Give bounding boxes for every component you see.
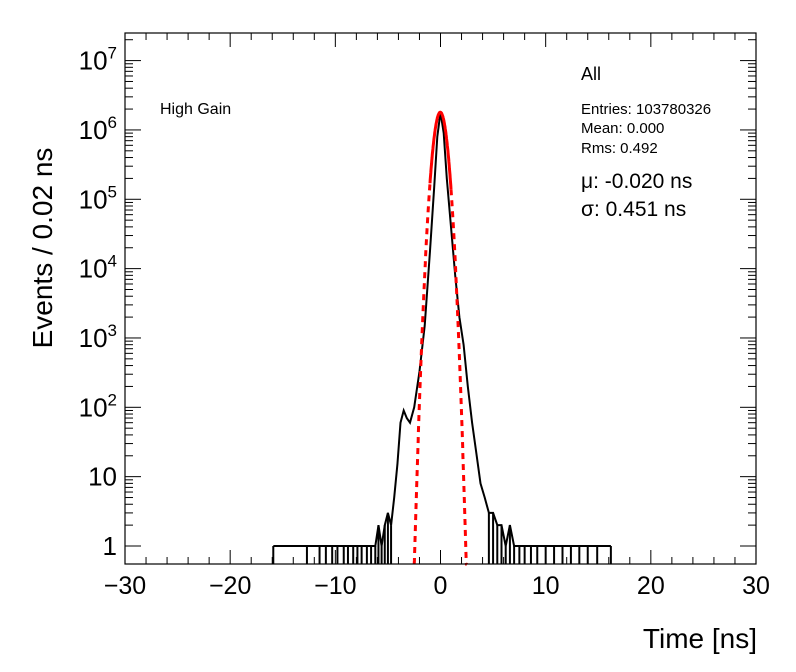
fit-curve-dashed-left	[412, 183, 432, 565]
stats-name: All	[581, 64, 601, 84]
fit-curve-solid	[428, 110, 453, 190]
x-tick-label: −30	[104, 572, 146, 600]
fit-layer	[412, 110, 468, 566]
y-tick-label: 104	[79, 252, 117, 284]
stats-rms: Rms: 0.492	[581, 140, 658, 157]
stats-mean: Mean: 0.000	[581, 120, 664, 137]
y-tick-label: 10	[88, 462, 117, 492]
y-axis-label: Events / 0.02 ns	[27, 148, 58, 349]
y-tick-label: 102	[79, 390, 117, 422]
stats-box: All Entries: 103780326 Mean: 0.000 Rms: …	[581, 64, 711, 221]
y-tick-label: 1	[103, 531, 117, 561]
y-tick-label: 106	[79, 113, 117, 145]
y-tick-labels: 1 10 102 103 104 105 106 107	[79, 44, 117, 561]
y-tick-label: 105	[79, 182, 117, 214]
y-tick-label: 103	[79, 321, 117, 353]
ticks-layer	[124, 33, 757, 564]
fit-sigma: σ: 0.451 ns	[581, 198, 686, 221]
x-tick-label: −20	[209, 572, 251, 600]
x-tick-label: 20	[637, 572, 665, 600]
histogram-layer	[272, 112, 612, 564]
x-tick-labels: −30 −20 −10 0 10 20 30	[104, 572, 770, 600]
x-tick-label: 10	[532, 572, 560, 600]
fit-curve-dashed-right	[449, 189, 468, 566]
fit-mu: μ: -0.020 ns	[581, 170, 692, 193]
x-tick-label: 0	[434, 572, 448, 600]
high-gain-annotation: High Gain	[160, 101, 231, 118]
stats-entries: Entries: 103780326	[581, 101, 711, 118]
x-tick-label: 30	[742, 572, 770, 600]
x-tick-label: −10	[314, 572, 356, 600]
histogram-line	[273, 112, 611, 547]
x-axis-label: Time [ns]	[643, 623, 757, 654]
y-tick-label: 107	[79, 44, 117, 76]
